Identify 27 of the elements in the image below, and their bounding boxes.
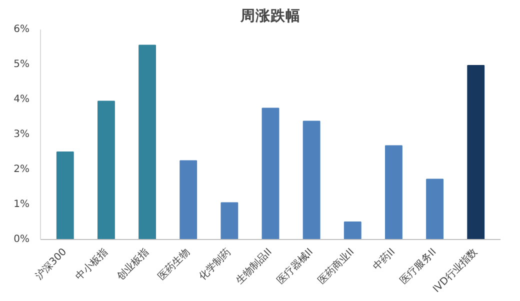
- chart-title: 周涨跌幅: [240, 8, 300, 24]
- bar: [56, 152, 74, 240]
- y-tick-label: 3%: [14, 129, 30, 140]
- bar: [98, 100, 115, 240]
- bar: [385, 145, 402, 240]
- bar: [138, 44, 156, 240]
- x-tick-label: 医疗器械II: [274, 246, 316, 287]
- y-tick-label: 1%: [14, 199, 30, 210]
- y-tick-label: 2%: [14, 164, 30, 175]
- y-tick-label: 4%: [14, 94, 30, 105]
- bar: [344, 222, 362, 240]
- bar: [426, 178, 444, 240]
- x-tick-label: 医药生物: [155, 246, 192, 283]
- bar: [302, 120, 320, 240]
- bar: [262, 108, 280, 240]
- x-tick-label: 中药II: [370, 246, 398, 273]
- y-tick-label: 6%: [14, 24, 30, 35]
- y-tick-label: 0%: [14, 234, 30, 245]
- x-tick-label: 医药商业II: [316, 246, 357, 287]
- y-tick-label: 5%: [14, 59, 30, 70]
- x-tick-label: 化学制药: [196, 246, 234, 283]
- bar: [220, 202, 238, 240]
- x-tick-label: 创业板指: [114, 246, 152, 283]
- x-tick-label: 中小板指: [73, 246, 110, 283]
- bar: [180, 160, 198, 240]
- bar: [467, 65, 485, 240]
- x-tick-label: 生物制品II: [233, 246, 274, 287]
